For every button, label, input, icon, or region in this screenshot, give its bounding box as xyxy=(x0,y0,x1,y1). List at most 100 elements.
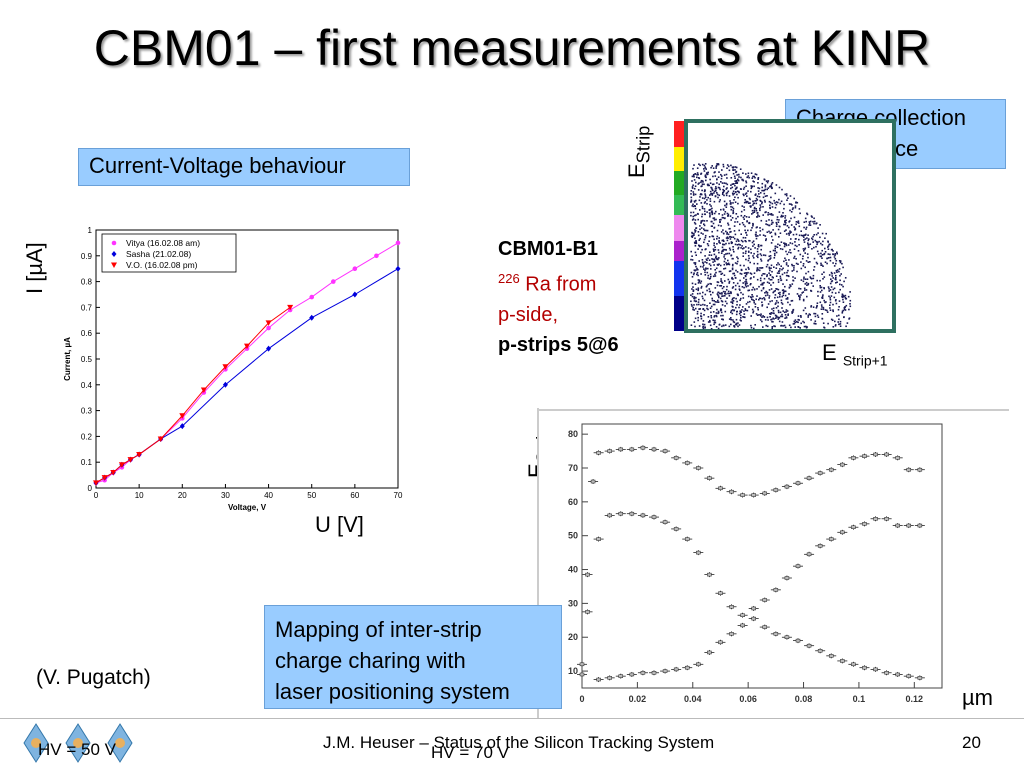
map-y-tick-label: 40 xyxy=(568,565,578,575)
cc-dot xyxy=(692,173,695,176)
cc-dot xyxy=(820,252,822,255)
cc-dot xyxy=(725,194,728,197)
cc-dot xyxy=(695,227,697,229)
cc-dot xyxy=(792,233,795,236)
cc-dot xyxy=(712,175,714,178)
cc-dot xyxy=(793,216,796,219)
cc-dot xyxy=(838,268,841,270)
cc-dot xyxy=(782,212,784,214)
cc-dot xyxy=(813,266,816,268)
cc-dot xyxy=(742,247,744,250)
cc-dot xyxy=(767,319,769,321)
cc-dot xyxy=(692,289,695,292)
cc-dot xyxy=(743,218,745,220)
cc-dot xyxy=(785,244,788,247)
cc-dot xyxy=(692,167,694,170)
cc-dot xyxy=(745,185,747,187)
cc-dot xyxy=(731,241,733,244)
map-point xyxy=(917,523,923,528)
iv-legend-label: Sasha (21.02.08) xyxy=(126,249,191,259)
cc-dot xyxy=(755,200,757,202)
map-point xyxy=(828,654,834,658)
cc-dot xyxy=(835,299,837,301)
cc-dot xyxy=(761,316,763,318)
cc-dot xyxy=(779,291,781,294)
cc-dot xyxy=(696,292,699,295)
cc-dot xyxy=(744,225,746,228)
cc-dot xyxy=(745,200,748,203)
cc-dot xyxy=(745,180,747,182)
cc-dot xyxy=(701,248,703,251)
cc-dot xyxy=(716,229,719,232)
cc-dot xyxy=(834,258,837,260)
hv50-label: HV = 50 V xyxy=(38,740,116,759)
cc-dot xyxy=(829,282,832,285)
cc-dot xyxy=(694,283,697,285)
cc-dot xyxy=(759,206,762,208)
cc-dot xyxy=(793,322,796,325)
cc-dot xyxy=(697,287,700,289)
cc-dot xyxy=(811,238,814,241)
cc-dot xyxy=(735,180,738,183)
cc-dot xyxy=(757,182,759,184)
cc-dot xyxy=(713,242,715,244)
cc-dot xyxy=(832,253,835,256)
cc-dot xyxy=(697,301,700,303)
cc-dot xyxy=(792,309,794,312)
cc-dot xyxy=(833,256,836,258)
cc-dot xyxy=(841,310,844,313)
cc-dot xyxy=(720,273,722,275)
cc-dot xyxy=(731,287,734,289)
cc-dot xyxy=(734,277,737,279)
cc-dot xyxy=(743,286,745,289)
cc-dot xyxy=(727,259,729,262)
cc-dot xyxy=(734,180,736,182)
cc-dot xyxy=(713,315,716,317)
cc-dot xyxy=(694,231,696,233)
cc-dot xyxy=(735,313,738,316)
cc-dot xyxy=(794,205,797,207)
cc-dot xyxy=(776,216,779,218)
cc-dot xyxy=(796,245,798,248)
cc-dot xyxy=(816,279,818,282)
cc-dot xyxy=(770,312,773,314)
map-point xyxy=(585,572,590,577)
cc-dot xyxy=(808,238,810,240)
cc-dot xyxy=(747,247,750,249)
cc-dot xyxy=(838,306,840,308)
cc-dot xyxy=(711,165,713,167)
cc-dot xyxy=(702,291,704,294)
cc-dot xyxy=(809,261,811,263)
map-point xyxy=(784,635,790,639)
cc-dot xyxy=(775,300,778,302)
cc-dot xyxy=(766,274,768,276)
cc-dot xyxy=(774,247,776,250)
cc-dot xyxy=(772,239,774,241)
cc-dot xyxy=(730,323,732,326)
cc-dot xyxy=(708,240,710,242)
cc-dot xyxy=(766,292,768,294)
cc-dot xyxy=(732,202,734,204)
cc-dot xyxy=(721,250,723,253)
cc-dot xyxy=(710,268,712,270)
cc-dot xyxy=(740,176,742,179)
cc-dot xyxy=(822,265,824,267)
cc-dot xyxy=(706,211,708,213)
cc-dot xyxy=(838,323,840,326)
cc-dot xyxy=(725,253,727,255)
cc-dot xyxy=(745,281,748,283)
cc-dot xyxy=(718,200,721,203)
cc-dot xyxy=(822,240,824,243)
cc-dot xyxy=(724,280,726,282)
cc-dot xyxy=(769,279,772,281)
cc-dot xyxy=(843,307,846,309)
cc-dot xyxy=(766,294,769,296)
map-point xyxy=(684,665,690,670)
cc-dot xyxy=(745,250,747,253)
cc-dot xyxy=(753,301,755,304)
cc-dot xyxy=(707,196,709,199)
cc-dot xyxy=(703,241,705,244)
cc-dot xyxy=(728,325,731,328)
map-point xyxy=(851,456,856,460)
